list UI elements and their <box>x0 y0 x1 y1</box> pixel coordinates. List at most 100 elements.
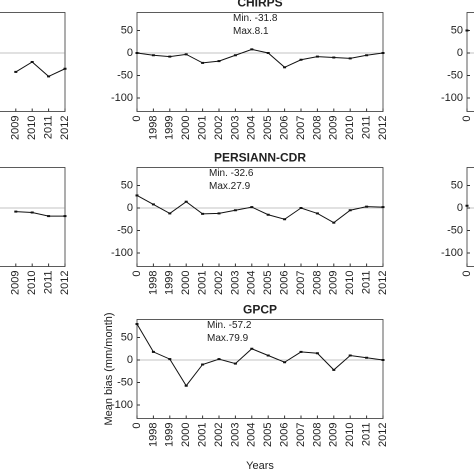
x-tick-label: 2003 <box>229 116 241 140</box>
x-tick-label: 2011 <box>361 116 373 140</box>
x-tick-label: 2004 <box>246 271 258 295</box>
y-tick-label: -50 <box>117 376 133 388</box>
x-tick-label: 2012 <box>377 116 389 140</box>
data-point <box>217 60 221 63</box>
data-point <box>217 212 221 215</box>
x-tick-label: 1999 <box>164 116 176 140</box>
data-point <box>135 323 139 326</box>
x-tick-label: 2010 <box>344 116 356 140</box>
x-tick-label: 0 <box>131 271 143 277</box>
x-tick-label: 2009 <box>328 271 340 295</box>
data-point <box>63 67 67 70</box>
data-point <box>283 218 287 221</box>
data-point <box>299 207 303 209</box>
x-tick-label: 2009 <box>10 271 22 295</box>
data-point <box>381 52 385 54</box>
x-tick-label: 2009 <box>328 116 340 140</box>
x-tick-label: 0 <box>131 116 143 122</box>
data-point <box>381 206 385 209</box>
x-tick-label: 2000 <box>180 423 192 447</box>
data-point <box>266 52 270 54</box>
x-tick-label: 2006 <box>279 116 291 140</box>
data-point <box>168 212 172 215</box>
data-point <box>348 57 352 60</box>
data-point <box>14 70 18 73</box>
data-point <box>299 350 303 353</box>
x-tick-label: 0 <box>131 423 143 429</box>
plot-frame <box>136 167 384 267</box>
data-point <box>151 350 155 353</box>
data-point <box>365 205 369 208</box>
y-tick-label: 0 <box>127 202 133 214</box>
data-point <box>30 61 34 63</box>
x-tick-label: 2008 <box>311 271 323 295</box>
annotation: Max.8.1 <box>233 26 269 37</box>
x-tick-label: 2011 <box>361 271 373 295</box>
y-tick-label: -100 <box>111 247 133 259</box>
data-point <box>332 56 336 59</box>
y-tick-label: -50 <box>447 69 463 81</box>
y-tick-label: -100 <box>111 92 133 104</box>
y-tick-label: 50 <box>451 179 463 191</box>
x-tick-label: 2010 <box>344 423 356 447</box>
x-tick-label: 2001 <box>197 116 209 140</box>
x-tick-label: 2012 <box>377 271 389 295</box>
x-tick-label: 2010 <box>26 271 38 295</box>
data-point <box>283 361 287 364</box>
plot-frame <box>0 12 66 112</box>
x-tick-label: 2000 <box>180 116 192 140</box>
data-point <box>365 54 369 57</box>
y-axis-label: Mean bias (mm/month) <box>103 312 115 425</box>
data-point <box>201 212 205 215</box>
x-tick-label: 2007 <box>295 271 307 295</box>
x-tick-label: 2011 <box>361 423 373 447</box>
chart-title: CHIRPS <box>237 0 282 10</box>
data-point <box>332 368 336 371</box>
panel: 50 0 -50 -100 0 <box>441 12 474 122</box>
data-point <box>47 75 51 78</box>
x-tick-label: 2001 <box>197 271 209 295</box>
plot-frame <box>136 319 384 419</box>
data-point <box>332 221 336 224</box>
panel: 50 0 -50 -100 0 1998 1999 2000 2001 2002 2003 2004 2… <box>111 151 389 295</box>
x-tick-label: 2007 <box>295 423 307 447</box>
x-tick-label: 2005 <box>262 423 274 447</box>
data-point <box>217 358 221 361</box>
x-tick-label: 2006 <box>279 423 291 447</box>
x-tick-label: 2000 <box>180 271 192 295</box>
data-point <box>135 194 139 197</box>
plot-frame <box>136 12 384 112</box>
y-tick-label: -50 <box>447 224 463 236</box>
panel: 50 0 -50 -100 0 1998 1999 2000 2001 2002 2003 2004 2… <box>111 0 389 140</box>
data-point <box>348 209 352 212</box>
x-tick-label: 2008 <box>311 423 323 447</box>
x-tick-label: 2002 <box>213 423 225 447</box>
x-tick-label: 2012 <box>59 116 71 140</box>
y-tick-label: -50 <box>117 69 133 81</box>
x-tick-label: 2011 <box>43 116 55 140</box>
data-point <box>365 356 369 359</box>
data-point <box>47 215 51 218</box>
y-tick-label: 50 <box>121 179 133 191</box>
data-point <box>315 212 319 215</box>
x-tick-label: 2009 <box>10 116 22 140</box>
y-tick-label: 50 <box>121 24 133 36</box>
data-point <box>233 362 237 365</box>
y-tick-label: 0 <box>127 354 133 366</box>
panel: 2009 2010 2011 2012 <box>0 167 71 295</box>
data-point <box>315 352 319 355</box>
data-point <box>283 66 287 69</box>
plot-frame <box>0 167 66 267</box>
x-tick-label: 2009 <box>328 423 340 447</box>
data-point <box>250 347 254 350</box>
data-point <box>30 211 34 214</box>
x-tick-label: 2005 <box>262 116 274 140</box>
x-tick-label: 2008 <box>311 116 323 140</box>
x-tick-label: 2002 <box>213 116 225 140</box>
data-point <box>266 213 270 216</box>
data-point <box>250 48 254 51</box>
x-tick-label: 2004 <box>246 115 258 139</box>
x-tick-label: 1999 <box>164 271 176 295</box>
x-tick-label: 2005 <box>262 271 274 295</box>
annotation: Min. -31.8 <box>233 13 278 24</box>
